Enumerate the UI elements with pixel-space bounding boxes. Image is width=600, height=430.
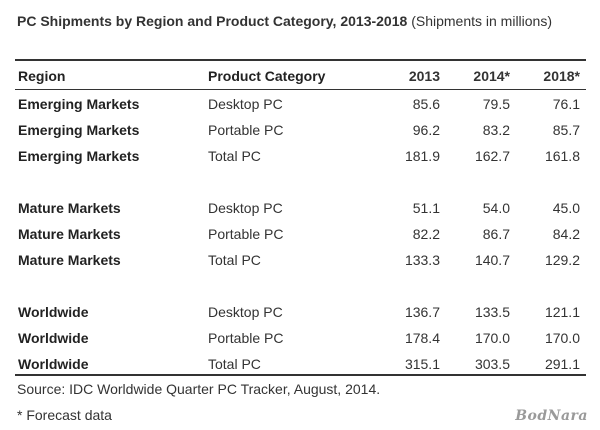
cell-category: Desktop PC xyxy=(208,304,283,320)
cell-2014: 303.5 xyxy=(474,356,510,372)
cell-2014: 170.0 xyxy=(474,330,510,346)
header-2018: 2018* xyxy=(543,68,580,84)
watermark-logo: BodNara xyxy=(515,408,588,424)
table-header-rule xyxy=(15,89,586,90)
title-main: PC Shipments by Region and Product Categ… xyxy=(17,13,408,29)
cell-category: Total PC xyxy=(208,148,261,164)
cell-region: Worldwide xyxy=(18,356,89,372)
cell-2013: 315.1 xyxy=(404,356,440,372)
cell-region: Worldwide xyxy=(18,304,89,320)
cell-2013: 82.2 xyxy=(412,226,440,242)
cell-2018: 129.2 xyxy=(544,252,580,268)
header-2014: 2014* xyxy=(473,68,510,84)
cell-region: Emerging Markets xyxy=(18,148,140,164)
header-category: Product Category xyxy=(208,68,326,84)
cell-region: Mature Markets xyxy=(18,252,121,268)
cell-2014: 83.2 xyxy=(482,122,510,138)
cell-2013: 136.7 xyxy=(404,304,440,320)
header-2013: 2013 xyxy=(408,68,440,84)
cell-category: Portable PC xyxy=(208,330,284,346)
cell-2018: 45.0 xyxy=(552,200,580,216)
forecast-footnote: * Forecast data xyxy=(17,407,112,423)
cell-category: Portable PC xyxy=(208,226,284,242)
cell-category: Desktop PC xyxy=(208,200,283,216)
cell-2013: 85.6 xyxy=(412,96,440,112)
cell-category: Desktop PC xyxy=(208,96,283,112)
cell-2018: 76.1 xyxy=(552,96,580,112)
cell-2013: 178.4 xyxy=(404,330,440,346)
table-title: PC Shipments by Region and Product Categ… xyxy=(17,13,552,29)
cell-region: Emerging Markets xyxy=(18,96,140,112)
cell-2018: 85.7 xyxy=(552,122,580,138)
cell-2013: 96.2 xyxy=(412,122,440,138)
cell-region: Emerging Markets xyxy=(18,122,140,138)
cell-2014: 79.5 xyxy=(482,96,510,112)
cell-2014: 133.5 xyxy=(474,304,510,320)
cell-2014: 86.7 xyxy=(482,226,510,242)
source-note: Source: IDC Worldwide Quarter PC Tracker… xyxy=(17,381,381,397)
cell-2018: 121.1 xyxy=(544,304,580,320)
cell-region: Mature Markets xyxy=(18,226,121,242)
table-top-rule xyxy=(15,59,586,61)
title-note: (Shipments in millions) xyxy=(411,13,553,29)
cell-2018: 161.8 xyxy=(544,148,580,164)
cell-2014: 140.7 xyxy=(474,252,510,268)
cell-category: Total PC xyxy=(208,252,261,268)
cell-category: Portable PC xyxy=(208,122,284,138)
cell-2018: 170.0 xyxy=(544,330,580,346)
cell-2013: 133.3 xyxy=(404,252,440,268)
cell-2018: 291.1 xyxy=(544,356,580,372)
cell-category: Total PC xyxy=(208,356,261,372)
cell-2013: 181.9 xyxy=(404,148,440,164)
cell-2014: 54.0 xyxy=(482,200,510,216)
cell-2014: 162.7 xyxy=(474,148,510,164)
header-region: Region xyxy=(18,68,66,84)
cell-region: Worldwide xyxy=(18,330,89,346)
cell-region: Mature Markets xyxy=(18,200,121,216)
cell-2018: 84.2 xyxy=(552,226,580,242)
table-bottom-rule xyxy=(15,374,586,376)
cell-2013: 51.1 xyxy=(412,200,440,216)
